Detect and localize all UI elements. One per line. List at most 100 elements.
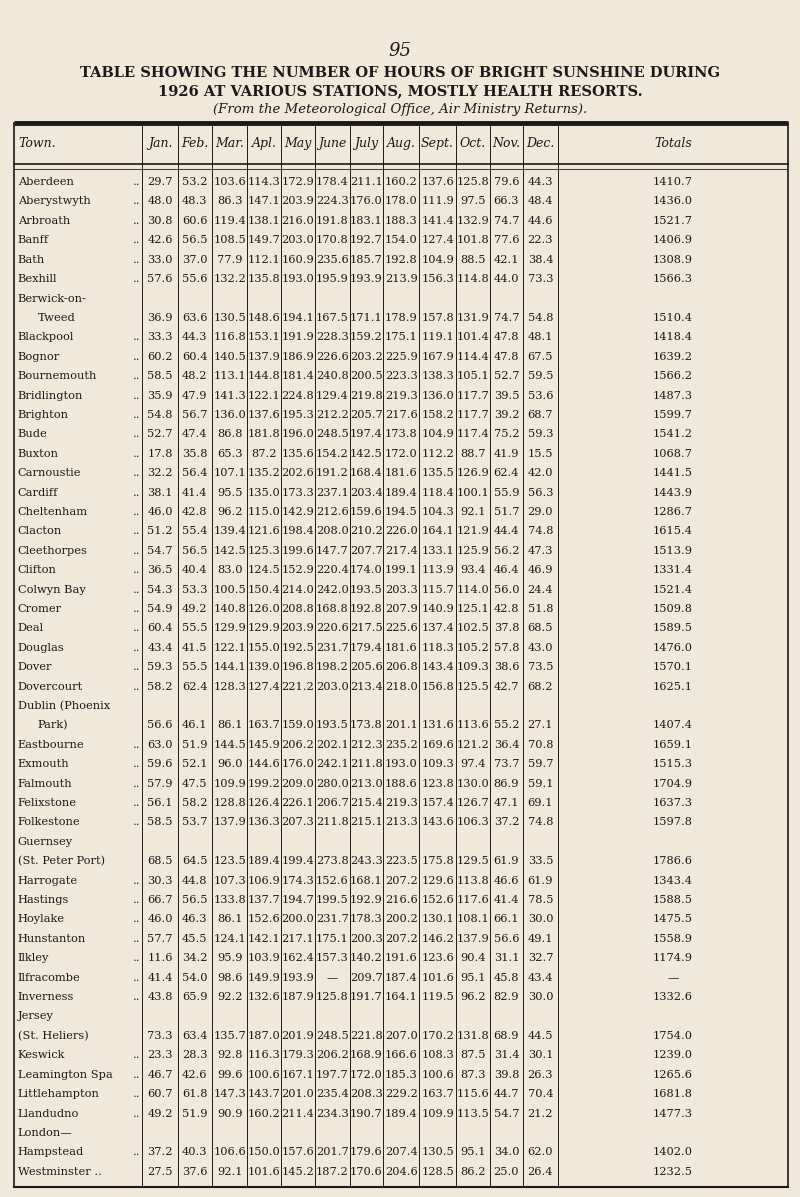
Text: 92.8: 92.8 [217, 1050, 242, 1061]
Text: 225.6: 225.6 [385, 624, 418, 633]
Text: 88.7: 88.7 [460, 449, 486, 458]
Text: ..: .. [133, 255, 140, 265]
Text: 203.4: 203.4 [350, 487, 382, 498]
Text: 137.9: 137.9 [248, 352, 280, 361]
Text: 60.4: 60.4 [147, 624, 173, 633]
Text: 46.4: 46.4 [494, 565, 519, 576]
Text: ..: .. [133, 915, 140, 924]
Text: 199.6: 199.6 [282, 546, 314, 555]
Text: 49.2: 49.2 [147, 1108, 173, 1118]
Text: 231.7: 231.7 [316, 643, 349, 652]
Text: 136.0: 136.0 [422, 390, 454, 401]
Text: 203.0: 203.0 [316, 681, 349, 692]
Text: 60.2: 60.2 [147, 352, 173, 361]
Text: 117.7: 117.7 [457, 409, 489, 420]
Text: 140.9: 140.9 [422, 604, 454, 614]
Text: 1659.1: 1659.1 [653, 740, 693, 749]
Text: ..: .. [133, 177, 140, 187]
Text: 57.9: 57.9 [147, 778, 173, 789]
Text: 240.8: 240.8 [316, 371, 349, 381]
Text: —: — [667, 973, 678, 983]
Text: 216.6: 216.6 [385, 895, 418, 905]
Text: 203.9: 203.9 [282, 624, 314, 633]
Text: Hampstead: Hampstead [18, 1148, 84, 1157]
Text: 56.7: 56.7 [182, 409, 207, 420]
Text: 196.0: 196.0 [282, 430, 314, 439]
Text: Llandudno: Llandudno [18, 1108, 79, 1118]
Text: 117.4: 117.4 [457, 430, 489, 439]
Text: 100.5: 100.5 [214, 584, 246, 595]
Text: 41.4: 41.4 [147, 973, 173, 983]
Text: 77.6: 77.6 [494, 236, 519, 245]
Text: 135.8: 135.8 [248, 274, 280, 284]
Text: 56.1: 56.1 [147, 798, 173, 808]
Text: 153.1: 153.1 [248, 333, 280, 342]
Text: 191.2: 191.2 [316, 468, 349, 478]
Text: 65.9: 65.9 [182, 992, 207, 1002]
Text: 53.7: 53.7 [182, 818, 207, 827]
Text: 179.4: 179.4 [350, 643, 382, 652]
Text: 170.6: 170.6 [350, 1167, 382, 1177]
Text: 137.6: 137.6 [422, 177, 454, 187]
Text: 158.2: 158.2 [422, 409, 454, 420]
Text: 199.2: 199.2 [248, 778, 280, 789]
Text: Totals: Totals [654, 138, 692, 150]
Text: 280.0: 280.0 [316, 778, 349, 789]
Text: Mar.: Mar. [215, 138, 244, 150]
Text: 125.8: 125.8 [457, 177, 489, 187]
Text: 156.3: 156.3 [422, 274, 454, 284]
Text: 102.5: 102.5 [457, 624, 489, 633]
Text: 131.8: 131.8 [457, 1031, 489, 1041]
Text: 40.4: 40.4 [182, 565, 207, 576]
Text: June: June [318, 138, 346, 150]
Text: 144.8: 144.8 [248, 371, 280, 381]
Text: 111.9: 111.9 [422, 196, 454, 206]
Text: 248.5: 248.5 [316, 1031, 349, 1041]
Text: 192.7: 192.7 [350, 236, 382, 245]
Text: Clifton: Clifton [18, 565, 57, 576]
Text: 1068.7: 1068.7 [653, 449, 693, 458]
Text: 235.4: 235.4 [316, 1089, 349, 1099]
Text: 1566.3: 1566.3 [653, 274, 693, 284]
Text: 173.8: 173.8 [385, 430, 418, 439]
Text: 56.0: 56.0 [494, 584, 519, 595]
Text: 100.6: 100.6 [248, 1070, 280, 1080]
Text: 229.2: 229.2 [385, 1089, 418, 1099]
Text: 105.1: 105.1 [457, 371, 489, 381]
Text: 112.1: 112.1 [248, 255, 280, 265]
Text: 114.3: 114.3 [248, 177, 280, 187]
Text: Cromer: Cromer [18, 604, 62, 614]
Text: 21.2: 21.2 [528, 1108, 553, 1118]
Text: 68.7: 68.7 [528, 409, 553, 420]
Text: 1286.7: 1286.7 [653, 508, 693, 517]
Text: 191.6: 191.6 [385, 953, 418, 964]
Text: 41.4: 41.4 [494, 895, 519, 905]
Text: 114.8: 114.8 [457, 274, 489, 284]
Text: 237.1: 237.1 [316, 487, 349, 498]
Text: 37.2: 37.2 [494, 818, 519, 827]
Text: 103.6: 103.6 [214, 177, 246, 187]
Text: 60.6: 60.6 [182, 215, 207, 226]
Text: 1521.4: 1521.4 [653, 584, 693, 595]
Text: 213.0: 213.0 [350, 778, 382, 789]
Text: Dover: Dover [18, 662, 52, 673]
Text: 130.5: 130.5 [422, 1148, 454, 1157]
Text: 1406.9: 1406.9 [653, 236, 693, 245]
Text: 22.3: 22.3 [528, 236, 553, 245]
Text: 15.5: 15.5 [528, 449, 553, 458]
Text: 75.2: 75.2 [494, 430, 519, 439]
Text: 108.1: 108.1 [457, 915, 489, 924]
Text: 235.6: 235.6 [316, 255, 349, 265]
Text: 186.9: 186.9 [282, 352, 314, 361]
Text: ..: .. [133, 565, 140, 576]
Text: 201.9: 201.9 [282, 1031, 314, 1041]
Text: 52.1: 52.1 [182, 759, 207, 770]
Text: 205.6: 205.6 [350, 662, 382, 673]
Text: 125.3: 125.3 [248, 546, 280, 555]
Text: 125.8: 125.8 [316, 992, 349, 1002]
Text: 162.4: 162.4 [282, 953, 314, 964]
Text: 203.2: 203.2 [350, 352, 382, 361]
Text: 139.0: 139.0 [248, 662, 280, 673]
Text: 58.5: 58.5 [147, 371, 173, 381]
Text: 104.9: 104.9 [422, 430, 454, 439]
